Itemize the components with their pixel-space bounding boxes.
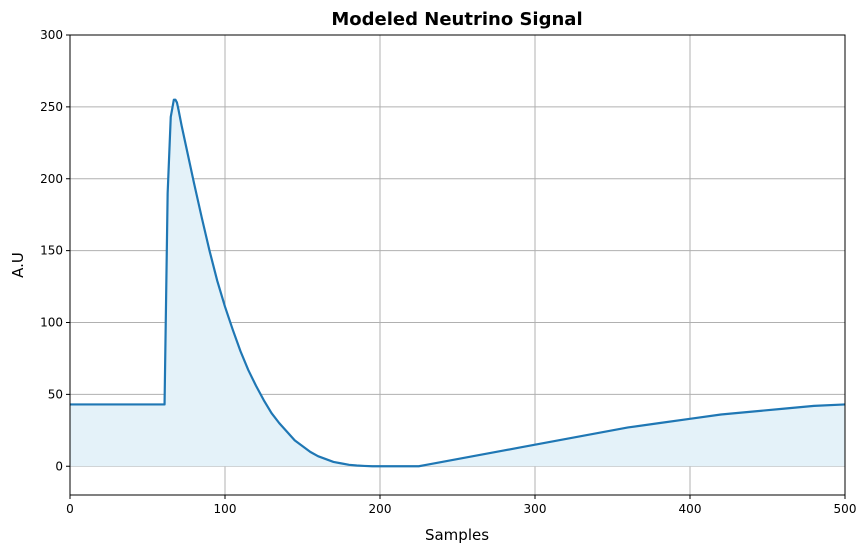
- x-tick-label: 500: [834, 502, 857, 516]
- y-tick-label: 300: [40, 28, 63, 42]
- y-tick-label: 150: [40, 244, 63, 258]
- y-tick-label: 0: [55, 459, 63, 473]
- x-tick-label: 300: [524, 502, 547, 516]
- x-tick-label: 100: [214, 502, 237, 516]
- y-tick-label: 100: [40, 316, 63, 330]
- y-axis: 0 50 100 150 200 250 300: [40, 28, 70, 473]
- plot-area: [70, 98, 846, 468]
- y-tick-label: 250: [40, 100, 63, 114]
- x-tick-label: 0: [66, 502, 74, 516]
- y-tick-label: 50: [48, 387, 63, 401]
- y-axis-title: A.U: [9, 252, 27, 278]
- x-tick-label: 400: [679, 502, 702, 516]
- x-tick-label: 200: [369, 502, 392, 516]
- signal-line: [70, 98, 846, 468]
- chart-title: Modeled Neutrino Signal: [331, 9, 582, 30]
- plot-frame: [69, 34, 846, 496]
- x-axis: 0 100 200 300 400 500: [66, 495, 856, 516]
- y-tick-label: 200: [40, 172, 63, 186]
- signal-area-fill: [70, 99, 845, 467]
- x-axis-title: Samples: [425, 526, 489, 544]
